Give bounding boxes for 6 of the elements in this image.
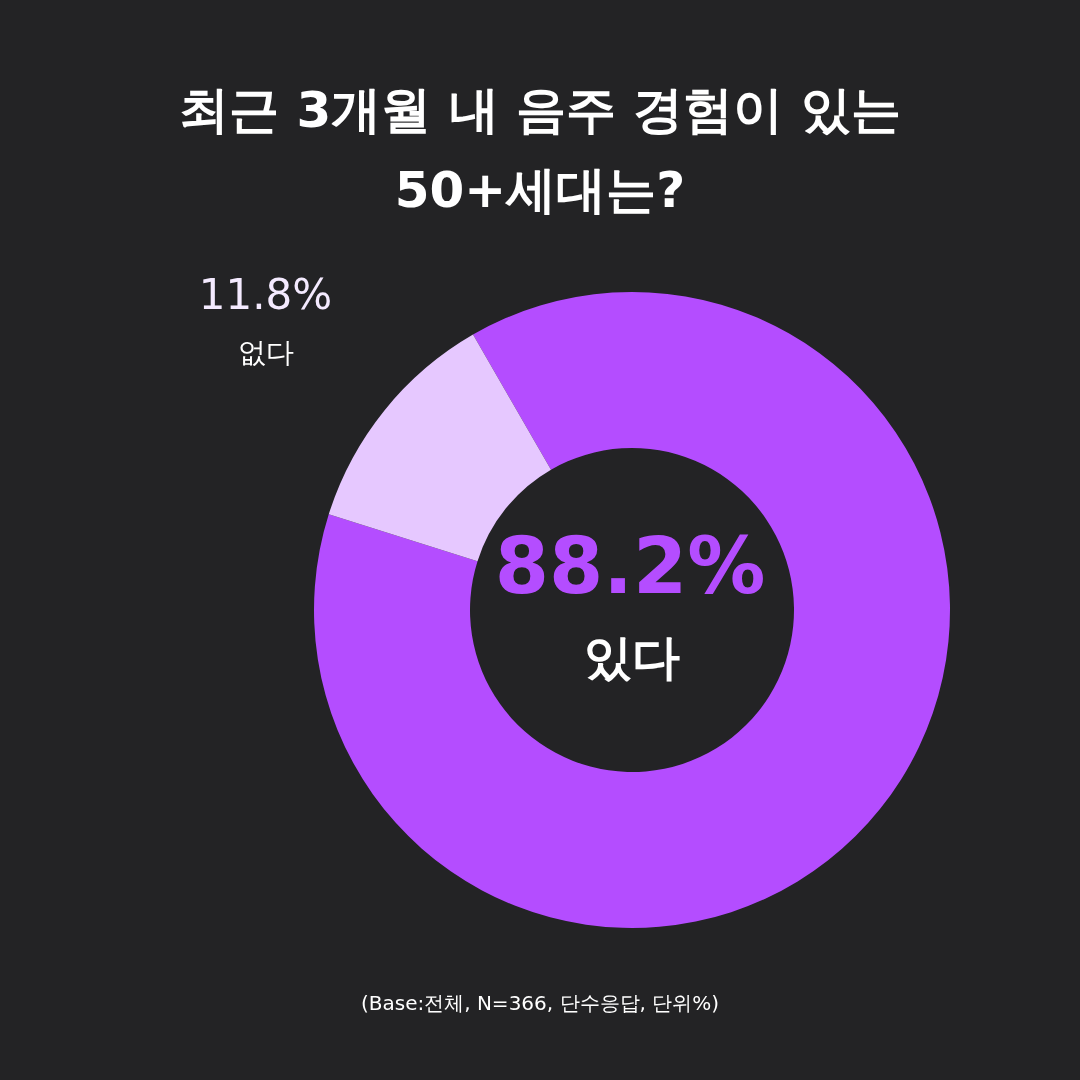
slice-label: 있다: [584, 629, 680, 685]
data-label: 88.2%: [494, 521, 766, 611]
slice-label: 없다: [237, 335, 294, 369]
data-label: 11.8%: [198, 269, 333, 319]
chart-title: 최근 3개월 내 음주 경험이 있는 50+세대는?: [178, 80, 902, 221]
text: (Base:전체, N=366, 단수응답, 단위%): [359, 990, 721, 1017]
